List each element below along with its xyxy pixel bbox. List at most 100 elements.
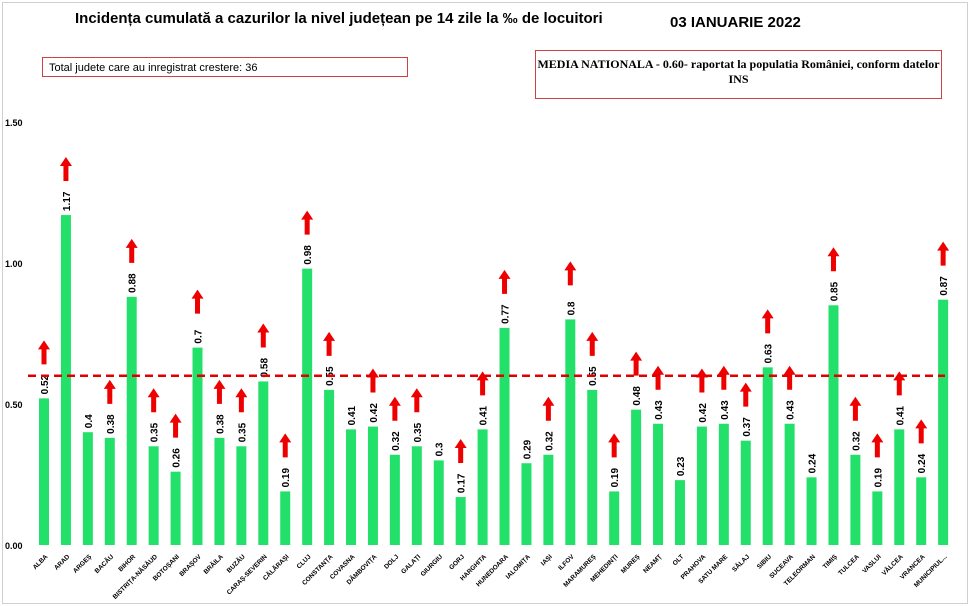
x-tick-label: ILFOV [557,553,576,572]
bar [828,305,839,545]
bar [302,268,313,545]
data-label: 0.52 [40,374,51,394]
increase-arrow-icon [761,309,774,334]
increase-arrow-icon [586,331,599,356]
increase-arrow-icon [191,289,204,314]
x-tick-label: OLT [672,553,686,567]
bar [258,381,269,545]
data-label: 0.8 [566,301,577,315]
increase-arrow-icon [279,433,292,458]
national-average-box: MEDIA NATIONALA - 0.60- raportat la popu… [535,50,942,99]
data-label: 0.38 [215,414,226,434]
y-tick-label: 1.00 [5,259,23,269]
x-tick-label: VASLUI [861,553,883,575]
bar [740,440,751,545]
y-tick-label: 1.50 [5,118,23,128]
data-label: 0.43 [720,400,731,420]
data-label: 0.35 [413,422,424,442]
x-tick-label: ARGEȘ [72,553,94,575]
bar [872,491,883,545]
x-tick-label: SIBIU [756,553,773,570]
data-label: 0.58 [259,358,270,378]
x-tick-label: ARAD [53,553,71,571]
bar [104,437,115,545]
bar [455,497,466,545]
y-tick-label: 0.00 [5,541,23,551]
increase-arrow-icon [235,388,248,413]
bar [587,389,598,545]
bar [477,429,488,545]
bar [916,477,927,545]
bar [850,454,861,545]
data-label: 0.41 [347,405,358,425]
increase-arrow-icon [476,371,489,396]
data-label: 0.32 [544,431,555,451]
increase-arrow-icon [630,351,643,376]
data-label: 0.98 [303,245,314,265]
data-label: 0.42 [698,403,709,423]
total-increase-box: Total judete care au inregistrat crester… [42,57,408,77]
bar [411,446,422,545]
bar [214,437,225,545]
increase-arrow-icon [169,413,182,438]
data-label: 0.42 [369,403,380,423]
bar [565,319,576,545]
bar [280,491,291,545]
increase-arrow-icon [937,241,950,266]
increase-arrow-icon [388,396,401,421]
increase-arrow-icon [323,331,336,356]
x-tick-label: GALAȚI [400,553,422,575]
increase-arrow-icon [498,269,511,294]
data-label: 0.26 [172,448,183,468]
bar [60,215,71,545]
x-tick-label: SĂLAJ [730,552,752,574]
bar [148,446,159,545]
increase-arrow-icon [739,382,752,407]
bar [499,327,510,545]
bar [543,454,554,545]
bar [367,426,378,545]
data-label: 0.23 [676,456,687,476]
bar [82,432,93,545]
data-label: 0.3 [435,442,446,456]
x-tick-label: BIHOR [117,553,137,573]
data-label: 0.19 [610,468,621,488]
data-label: 0.32 [391,431,402,451]
data-label: 0.32 [851,431,862,451]
data-label: 0.77 [501,304,512,324]
bar [718,423,729,545]
increase-arrow-icon [59,157,72,182]
x-tick-label: BRAȘOV [178,553,203,578]
x-tick-label: CLUJ [296,553,313,570]
increase-arrow-icon [125,238,138,263]
data-label: 1.17 [62,191,73,211]
bar [631,409,642,545]
increase-arrow-icon [717,365,730,390]
increase-arrow-icon [454,439,467,464]
data-label: 0.63 [764,343,775,363]
increase-arrow-icon [915,419,928,444]
increase-arrow-icon [410,388,423,413]
x-tick-label: BACĂU [92,552,115,575]
bar [126,296,137,545]
bar [938,299,949,545]
bar [324,389,335,545]
x-tick-label: BRĂILA [201,552,225,576]
bar [806,477,817,545]
bar [674,480,685,545]
increase-arrow-icon [103,379,116,404]
data-label: 0.29 [522,439,533,459]
increase-arrow-icon [564,261,577,286]
data-label: 0.4 [84,414,95,428]
data-label: 0.48 [632,386,643,406]
data-label: 0.37 [742,417,753,437]
increase-arrow-icon [652,365,665,390]
x-tick-label: TIMIȘ [822,553,840,571]
increase-arrow-icon [38,340,50,365]
y-tick-label: 0.50 [5,400,23,410]
x-tick-label: TULCEA [837,553,861,577]
x-tick-label: IAȘI [540,553,554,567]
bar [170,471,181,545]
bar [521,463,532,545]
increase-arrow-icon [871,433,884,458]
